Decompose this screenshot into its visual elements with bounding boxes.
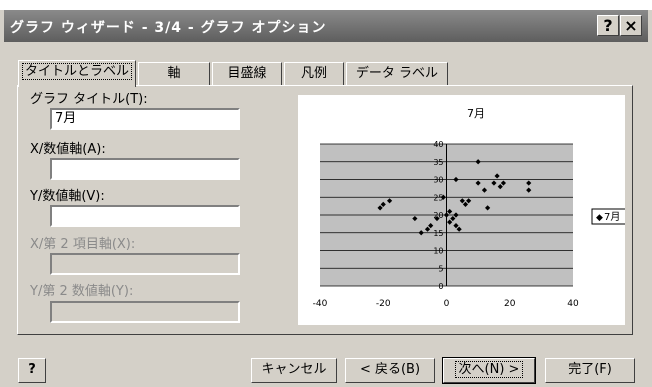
secondary-y-axis-input [50,301,240,323]
cancel-button[interactable]: キャンセル [251,358,337,383]
data-point [412,215,418,222]
data-point [453,212,459,218]
tab-gridlines[interactable]: 目盛線 [212,62,282,86]
back-button[interactable]: < 戻る(B) [345,358,435,383]
tab-titles-and-labels[interactable]: タイトルとラベル [18,60,136,87]
tab-axes[interactable]: 軸 [138,62,210,86]
top-strip [0,0,652,10]
data-point [453,176,459,183]
data-point [497,184,503,190]
secondary-x-axis-input [50,253,240,275]
data-point [485,205,491,211]
x-tick-label: 0 [444,299,450,309]
x-tick-label: 40 [567,299,579,309]
axes: 40 35 30 25 20 15 10 5 0 -40 -20 0 20 40 [313,140,579,309]
scatter-chart: 7月 40 35 30 25 20 15 10 5 0 -40 -20 0 20 40 ◆ 7月 [313,107,625,309]
data-point [481,187,488,193]
y-tick-label: 20 [433,211,443,220]
legend-marker: ◆ [596,213,603,223]
chart-preview: 7月 40 35 30 25 20 15 10 5 0 -40 -20 0 20 40 ◆ 7月 [298,95,625,325]
x-tick-label: -40 [313,299,328,309]
data-point [380,201,386,207]
y-tick-label: 30 [433,176,443,185]
data-point [450,215,456,222]
y-tick-label: 10 [433,247,443,256]
y-tick-label: 25 [433,193,443,202]
data-point [466,198,472,204]
options-panel [17,85,633,335]
title-bar: グラフ ウィザード - 3/4 - グラフ オプション ? × [4,10,648,42]
tab-legend[interactable]: 凡例 [284,62,344,86]
help-icon-button[interactable]: ? [18,358,46,383]
x-tick-label: 20 [504,299,516,309]
x-tick-label: -20 [376,299,391,309]
y-tick-label: 40 [433,140,443,149]
data-point [491,180,497,186]
tab-data-labels[interactable]: データ ラベル [346,62,448,86]
y-axis-label: Y/数値軸(V): [30,189,105,204]
data-point [475,180,481,186]
data-point [475,159,481,165]
close-button[interactable]: × [620,15,642,36]
chart-title-label: グラフ タイトル(T): [30,92,148,107]
chart-title: 7月 [467,107,485,120]
y-axis-input[interactable] [50,205,240,227]
help-button[interactable]: ? [597,15,619,36]
next-label: 次へ(N) > [454,361,524,378]
data-point [440,194,446,200]
data-point [428,223,434,229]
data-point [459,198,465,204]
next-button[interactable]: 次へ(N) > [442,357,536,384]
legend-box [591,208,625,225]
y-tick-label: 15 [433,229,443,238]
secondary-x-axis-label: X/第 2 項目軸(X): [30,237,136,252]
finish-button[interactable]: 完了(F) [545,358,635,383]
data-point [453,223,459,229]
window-title: グラフ ウィザード - 3/4 - グラフ オプション [10,20,327,36]
legend-label: 7月 [604,211,620,223]
y-tick-label: 35 [433,158,443,167]
secondary-y-axis-label: Y/第 2 数値軸(Y): [30,284,134,299]
data-point [434,215,440,222]
y-tick-label: 5 [438,264,443,273]
x-axis-input[interactable] [50,158,240,180]
data-point [443,212,450,218]
y-tick-label: 0 [438,282,443,291]
x-axis-label: X/数値軸(A): [30,142,106,157]
tab-label: タイトルとラベル [21,63,132,80]
data-point [500,180,507,186]
chart-title-input[interactable]: 7月 [50,108,240,130]
